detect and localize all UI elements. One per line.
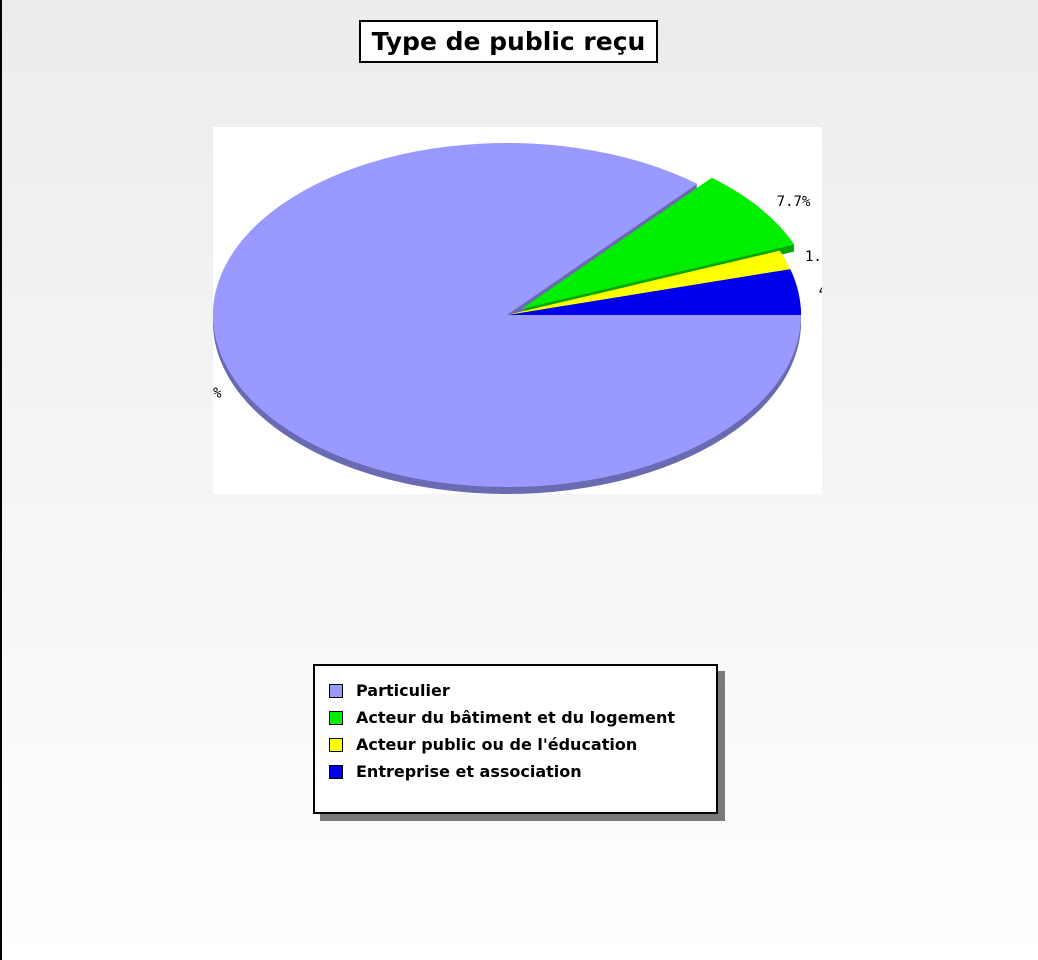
legend-label: Acteur public ou de l'éducation	[356, 735, 638, 754]
legend-item-acteur-du-batiment-et-du-logement: Acteur du bâtiment et du logement	[329, 704, 716, 731]
legend-label: Acteur du bâtiment et du logement	[356, 708, 675, 727]
legend-item-particulier: Particulier	[329, 677, 716, 704]
pie-chart: 4.3% 1.8% 7.7% 86.2%	[213, 143, 822, 494]
legend-label: Entreprise et association	[356, 762, 582, 781]
pie-slice-particulier	[213, 143, 801, 487]
pie-label-acteur-public-ou-de-l-education: 1.8%	[805, 249, 822, 265]
legend-swatch	[329, 683, 343, 698]
legend-swatch	[329, 710, 343, 725]
pie-label-entreprise-et-association: 4.3%	[819, 283, 822, 299]
legend-item-acteur-public-ou-de-l-education: Acteur public ou de l'éducation	[329, 731, 716, 758]
plot-area: 4.3% 1.8% 7.7% 86.2%	[213, 127, 822, 494]
pie-slice-acteur-du-batiment-et-du-logement	[521, 177, 795, 309]
pie-label-acteur-du-batiment-et-du-logement: 7.7%	[777, 194, 811, 210]
pie-slice-entreprise-et-association	[507, 269, 801, 315]
legend: Particulier Acteur du bâtiment et du loge…	[313, 664, 718, 814]
chart-title: Type de public reçu	[359, 20, 658, 63]
legend-label: Particulier	[356, 681, 450, 700]
pie-slice-acteur-public-ou-de-l-education	[507, 250, 791, 315]
legend-swatch	[329, 764, 343, 779]
legend-swatch	[329, 737, 343, 752]
pie-label-particulier: 86.2%	[213, 385, 222, 401]
legend-item-entreprise-et-association: Entreprise et association	[329, 758, 716, 785]
